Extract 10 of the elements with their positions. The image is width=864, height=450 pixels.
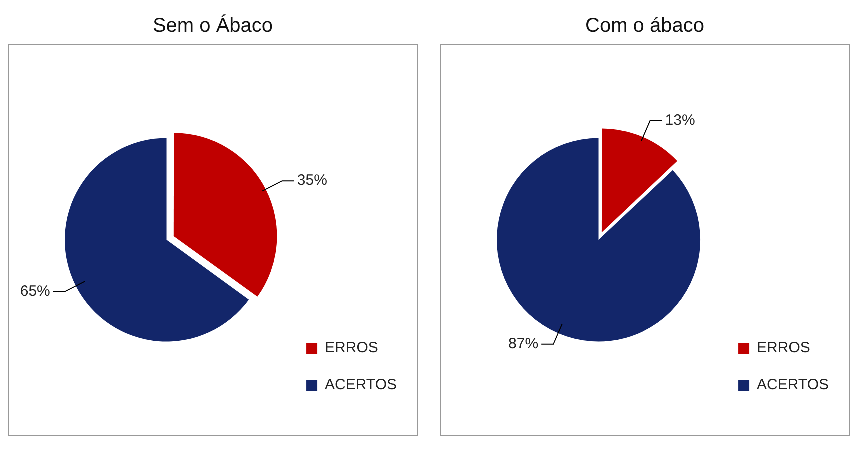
data-label: 35% <box>297 172 328 190</box>
legend-label: ERROS <box>757 340 810 357</box>
legend-label: ACERTOS <box>325 376 397 394</box>
data-label: 13% <box>665 112 696 130</box>
legend-label: ERROS <box>325 340 378 357</box>
chart-title: Sem o Ábaco <box>152 14 274 39</box>
chart-title: Com o ábaco <box>584 14 706 39</box>
data-label: 65% <box>20 282 50 300</box>
legend-label: ACERTOS <box>757 376 829 394</box>
data-label: 87% <box>508 336 539 353</box>
